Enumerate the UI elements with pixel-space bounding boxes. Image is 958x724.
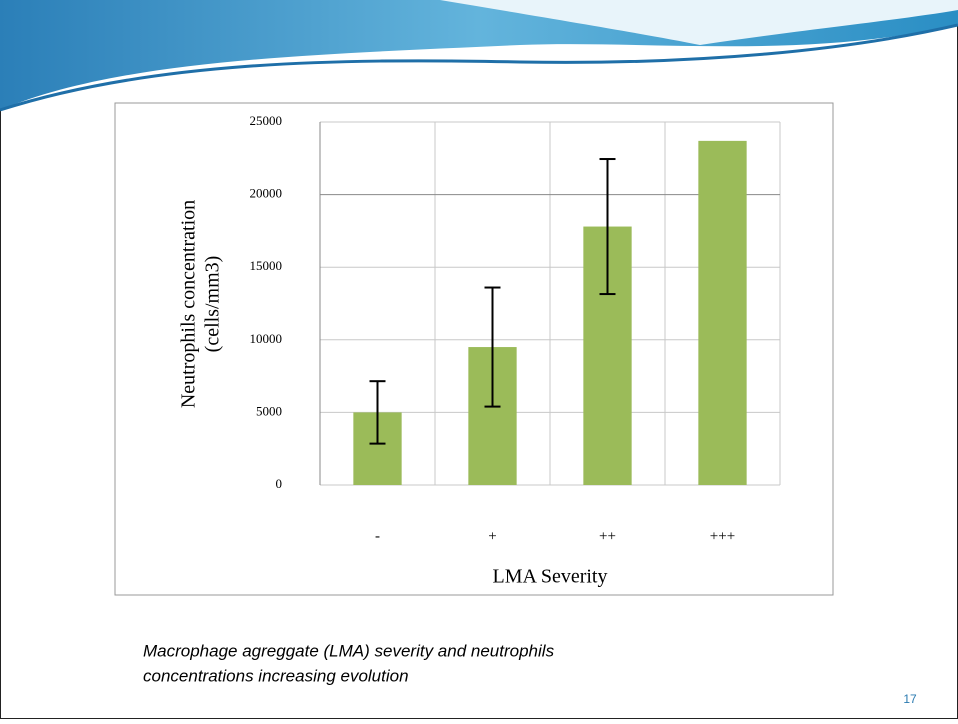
- x-tick-label: -: [375, 528, 380, 544]
- header-highlight: [440, 0, 958, 45]
- y-axis-label: Neutrophils concentration: [178, 200, 200, 408]
- x-axis-label: LMA Severity: [493, 566, 608, 588]
- y-tick-label: 15000: [250, 258, 283, 273]
- x-tick-label: ++: [599, 528, 616, 544]
- x-tick-label: +: [488, 528, 496, 544]
- y-tick-label: 0: [276, 476, 283, 491]
- page-number: 17: [903, 692, 917, 706]
- bar: [698, 140, 747, 485]
- caption: concentrations increasing evolution: [143, 666, 409, 685]
- y-axis-label: (cells/mm3): [202, 256, 224, 353]
- y-tick-label: 5000: [256, 403, 282, 418]
- y-tick-label: 10000: [250, 331, 283, 346]
- x-tick-label: +++: [710, 528, 735, 544]
- caption: Macrophage agreggate (LMA) severity and …: [143, 641, 555, 660]
- y-tick-label: 20000: [250, 186, 283, 201]
- header-line: [0, 23, 958, 112]
- y-tick-label: 25000: [250, 113, 283, 128]
